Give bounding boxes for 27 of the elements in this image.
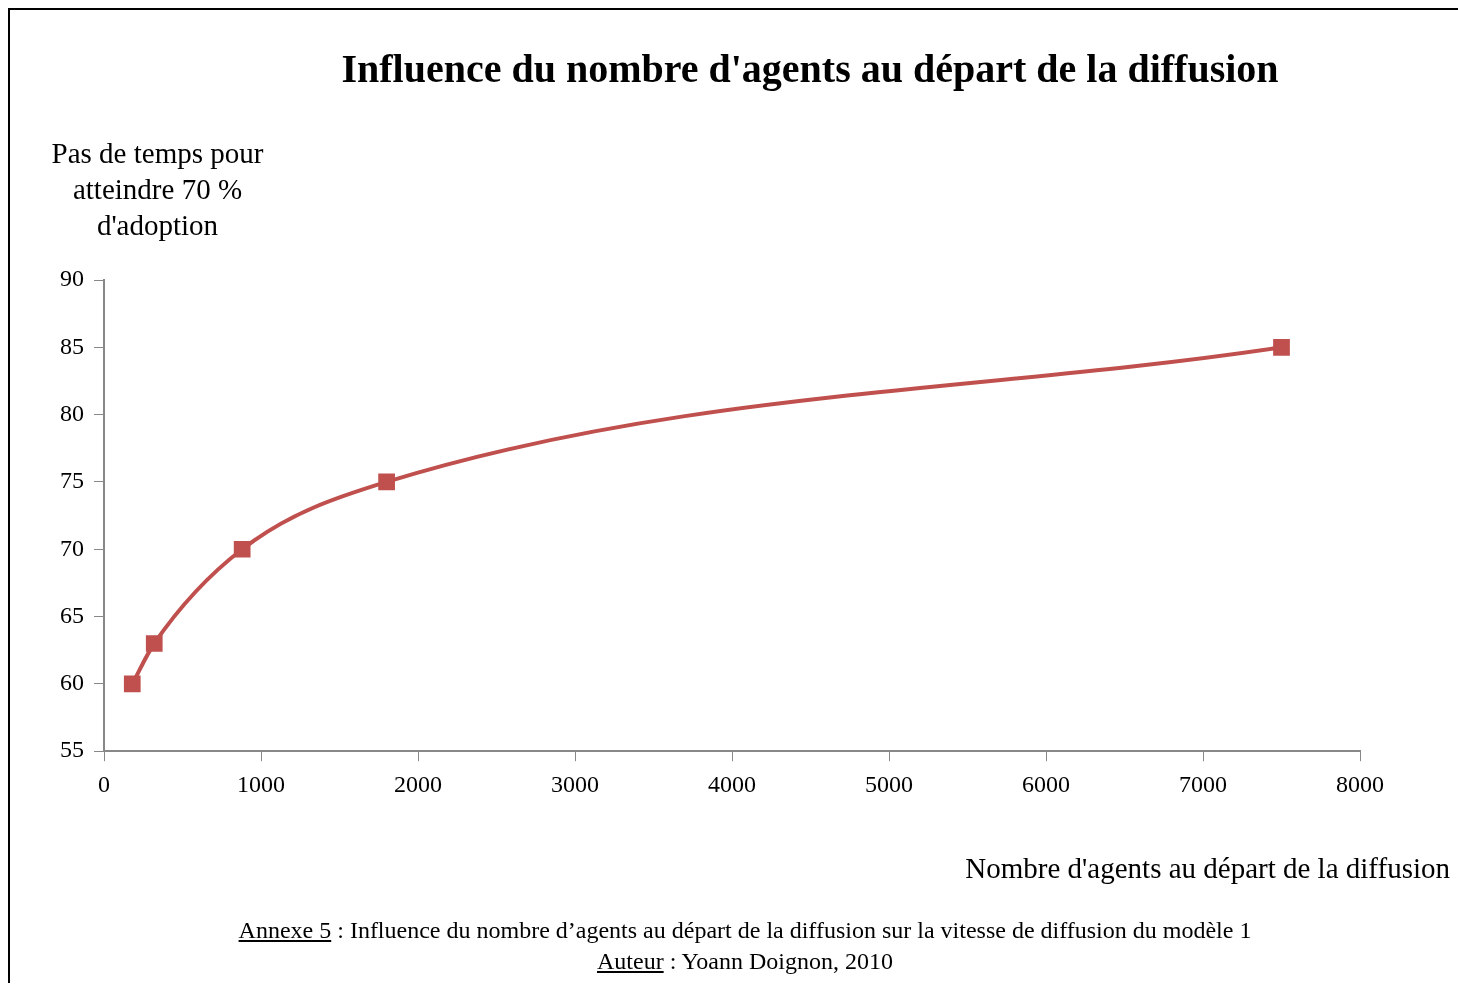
y-axis-title: Pas de temps pour atteindre 70 % d'adoption <box>50 136 265 243</box>
y-tick-label: 75 <box>60 467 84 494</box>
x-tick-label: 2000 <box>394 770 442 797</box>
y-tick-label: 60 <box>60 669 84 696</box>
point <box>1273 338 1290 356</box>
text: Annexe 5 : Influence du nombre d’agents au départ de la diffusion sur la vitesse de diffusion du modèle 1 <box>237 916 1253 945</box>
y-tick-label: 90 <box>60 265 84 292</box>
point <box>233 540 251 558</box>
y-tick-label: 80 <box>60 399 84 426</box>
point <box>378 473 395 491</box>
chart-title: Influence du nombre d'agents au départ de la diffusion <box>340 45 1280 92</box>
x-tick-label: 7000 <box>1179 770 1227 797</box>
text: Auteur : Yoann Doignon, 2010 <box>596 947 894 976</box>
y-tick-label: 70 <box>60 534 84 561</box>
y-tick-label: 85 <box>60 332 84 359</box>
x-tick-label: 0 <box>98 770 110 797</box>
x-tick-label: 5000 <box>865 770 913 797</box>
y-tick-label: 65 <box>60 601 84 628</box>
y-tick-label: 55 <box>60 736 84 763</box>
point <box>145 635 163 652</box>
point <box>123 675 141 693</box>
x-tick-label: 4000 <box>708 770 756 797</box>
x-tick-label: 6000 <box>1022 770 1070 797</box>
x-tick-label: 8000 <box>1336 770 1384 797</box>
x-axis-title: Nombre d'agents au départ de la diffusion <box>965 852 1450 885</box>
x-tick-label: 1000 <box>237 770 285 797</box>
x-tick-label: 3000 <box>551 770 599 797</box>
